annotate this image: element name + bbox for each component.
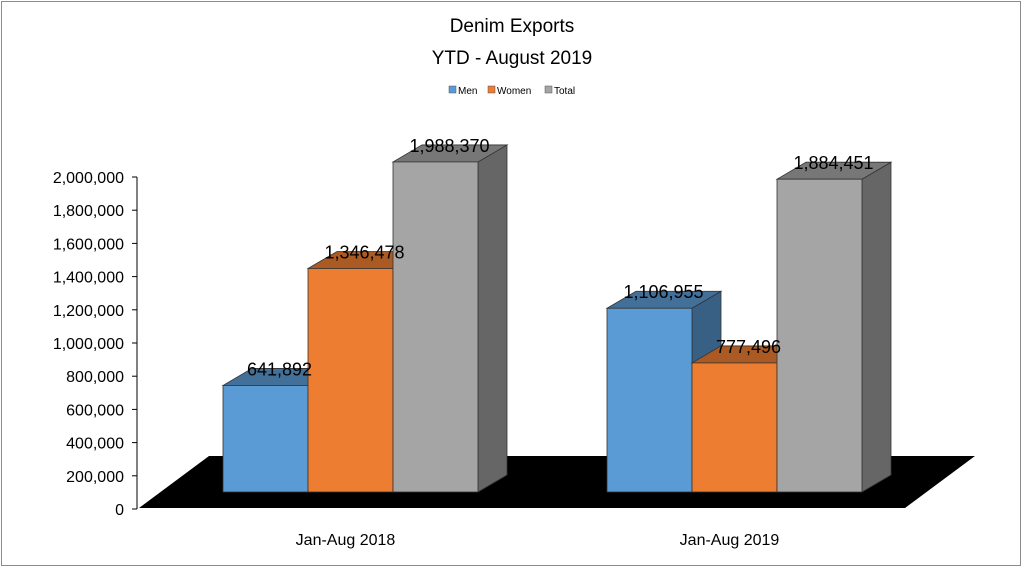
y-tick-label: 800,000 [66, 369, 124, 386]
y-tick-label: 0 [115, 502, 124, 519]
bar-front-face [307, 268, 394, 493]
y-tick-label: 2,000,000 [53, 170, 124, 187]
y-tick-label: 1,600,000 [53, 236, 124, 253]
legend-item-women: Women [487, 85, 531, 97]
legend-label: Men [458, 86, 477, 97]
y-tick-label: 1,400,000 [53, 270, 124, 287]
legend-swatch [448, 85, 457, 94]
y-tick-label: 1,000,000 [53, 336, 124, 353]
data-label-total: 1,884,451 [793, 153, 873, 173]
data-label-men: 641,892 [247, 359, 312, 379]
data-label-total: 1,988,370 [409, 136, 489, 156]
y-tick-label: 600,000 [66, 402, 124, 419]
data-label-women: 777,496 [716, 337, 781, 357]
bar-front-face [392, 161, 479, 493]
bar-front-face [691, 362, 778, 493]
y-axis: 0 200,000 400,000 600,000 800,000 1,000,000 1,… [53, 170, 780, 549]
bar-front-face [776, 178, 863, 493]
data-label-men: 1,106,955 [623, 282, 703, 302]
legend-swatch [544, 85, 553, 94]
bar-side-face [861, 161, 892, 493]
bars [221, 144, 893, 493]
chart-subtitle: YTD - August 2019 [432, 48, 593, 69]
bar-front-face [606, 307, 693, 493]
x-category-label: Jan-Aug 2018 [296, 532, 396, 549]
y-tick-label: 1,200,000 [53, 303, 124, 320]
y-tick-label: 1,800,000 [53, 203, 124, 220]
chart-title: Denim Exports [450, 16, 575, 37]
legend: Men Women Total [448, 85, 575, 97]
bar-total-0 [391, 144, 509, 493]
bar-side-face [477, 144, 508, 493]
x-category-label: Jan-Aug 2019 [680, 532, 780, 549]
bar-front-face [222, 385, 309, 493]
data-labels: 641,892 1,346,478 1,988,370 1,106,955 777,49… [247, 136, 874, 380]
data-label-women: 1,346,478 [324, 242, 404, 262]
bar-total-1 [775, 161, 893, 493]
legend-label: Women [497, 86, 531, 97]
legend-swatch [487, 85, 496, 94]
legend-item-men: Men [448, 85, 477, 97]
legend-label: Total [554, 86, 575, 97]
y-tick-label: 200,000 [66, 469, 124, 486]
legend-item-total: Total [544, 85, 575, 97]
y-tick-label: 400,000 [66, 436, 124, 453]
